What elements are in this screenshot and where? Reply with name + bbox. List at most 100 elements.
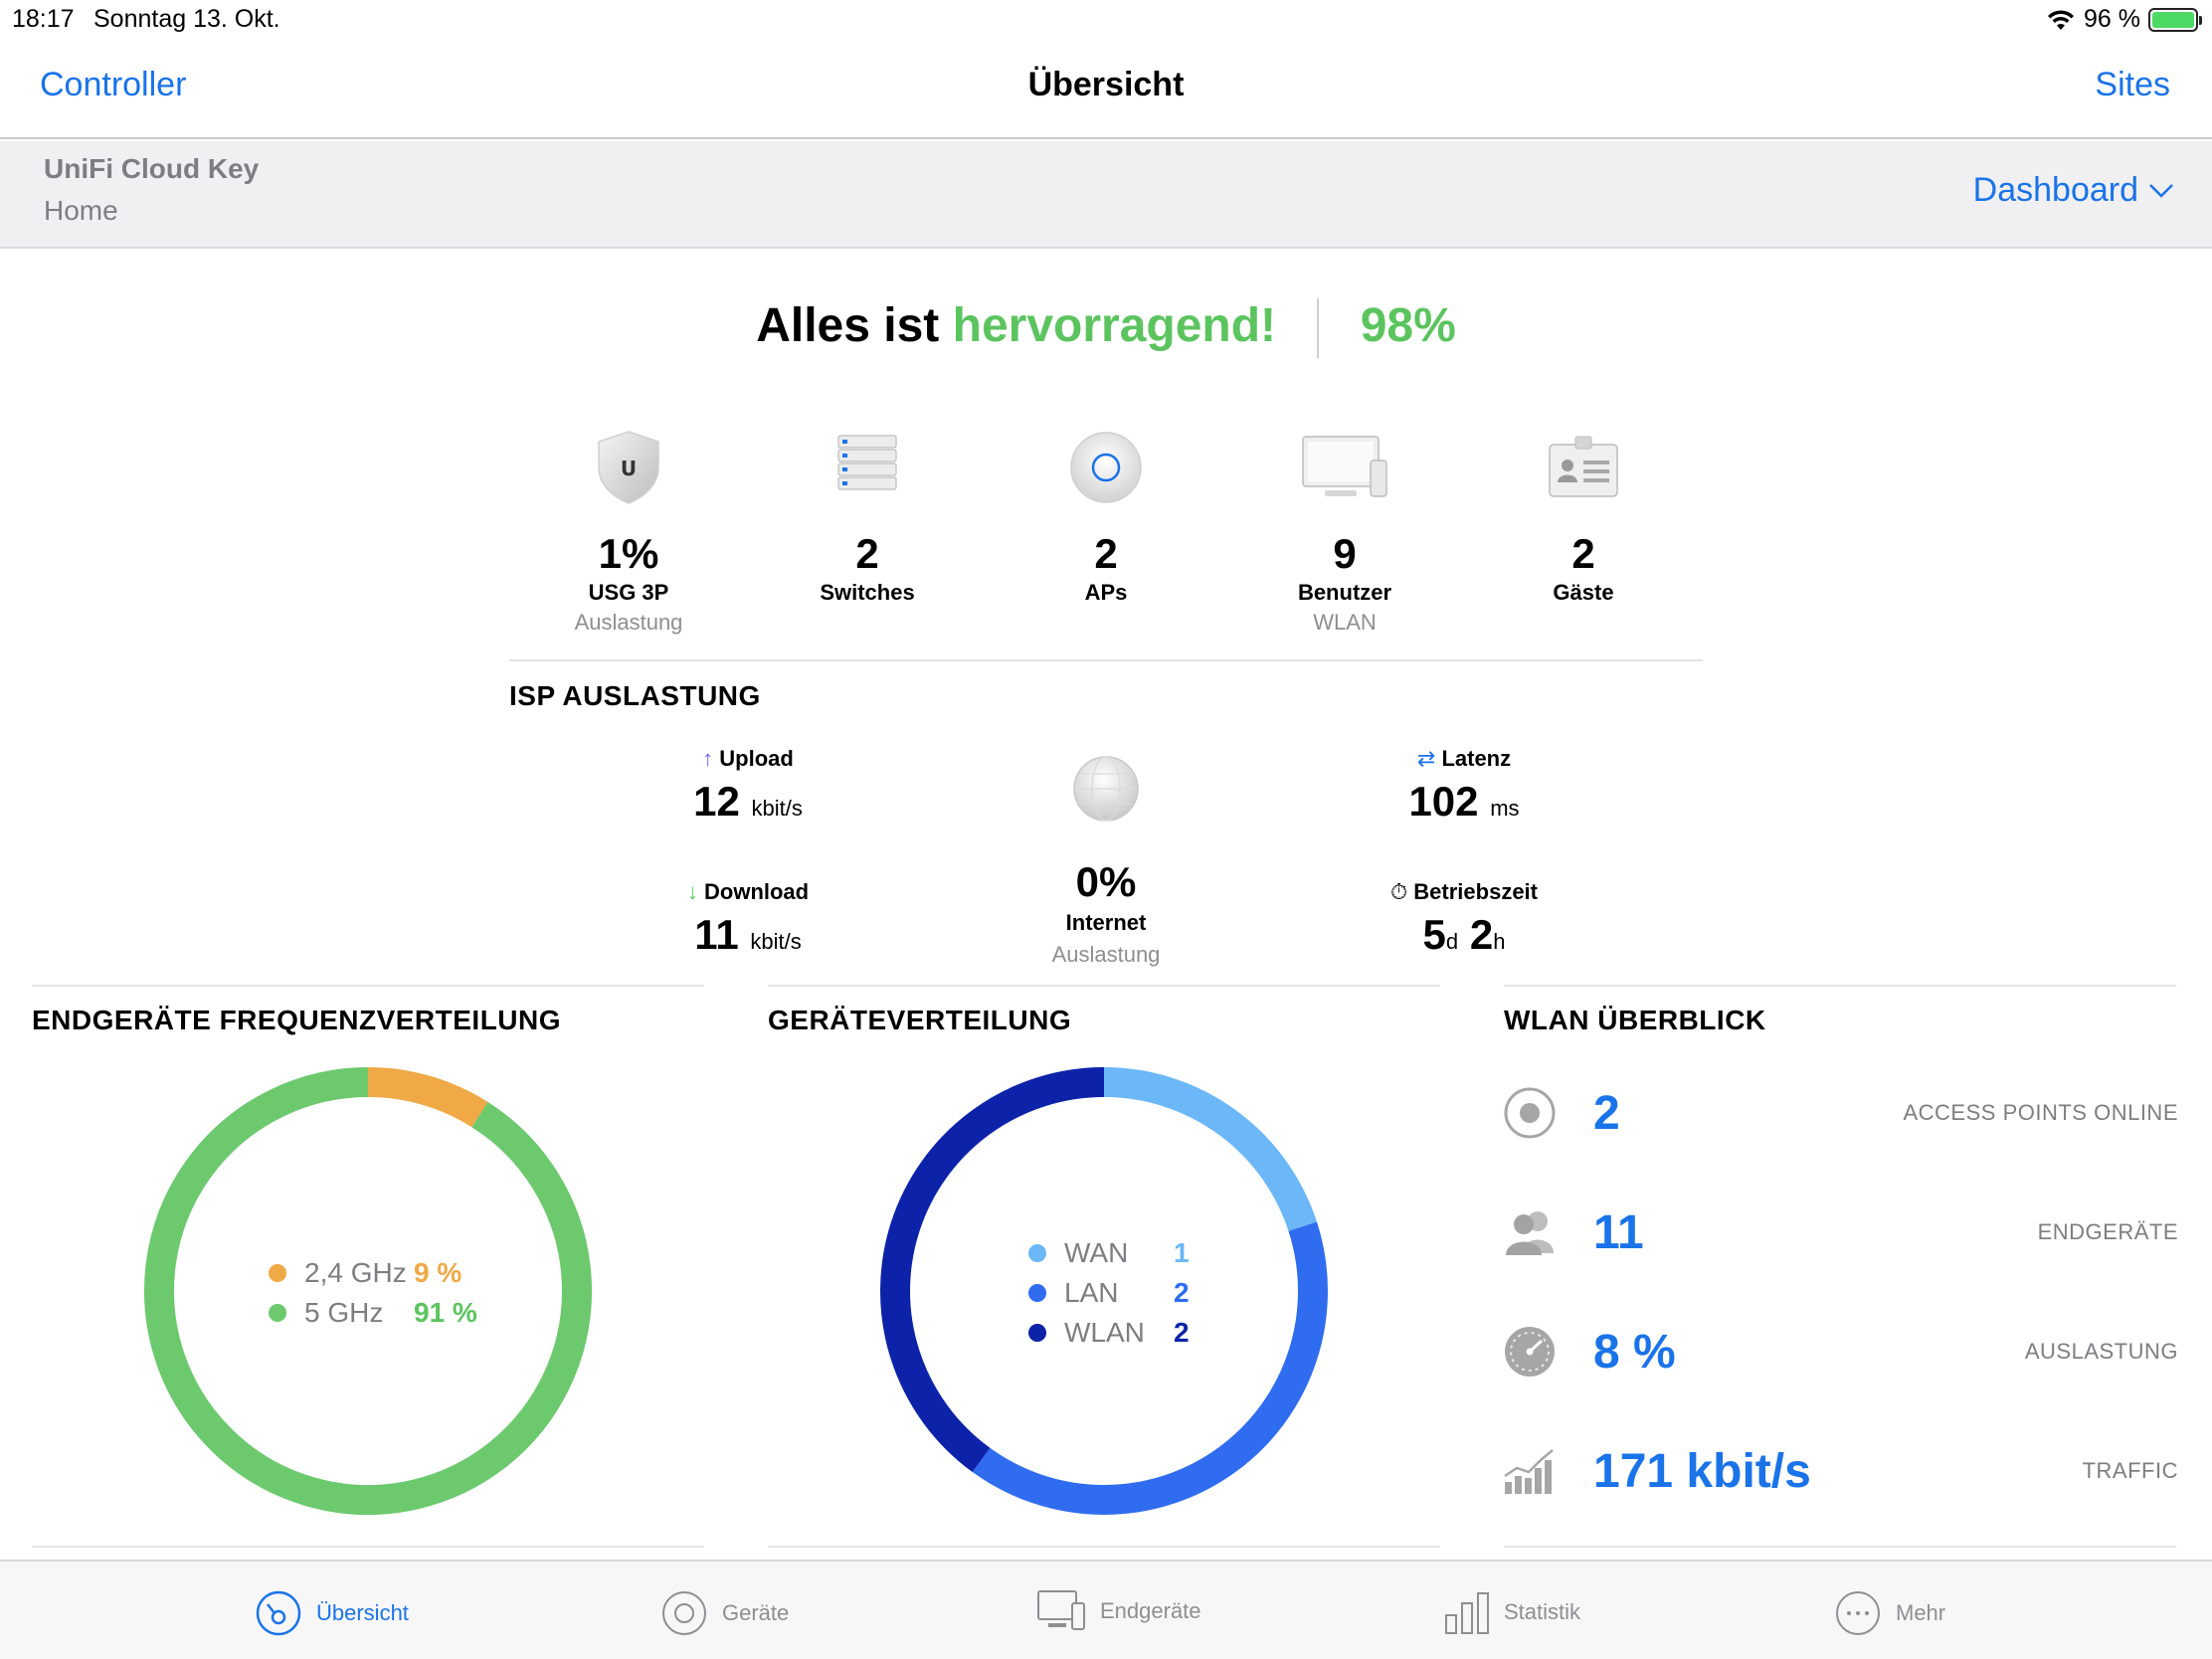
freq-legend: 2,4 GHz 9 % 5 GHz 91 % [269, 1253, 477, 1333]
status-date: Sonntag 13. Okt. [93, 5, 280, 33]
wlan-utilization-value: 8 % [1593, 1325, 1676, 1379]
monitor-icon [1302, 436, 1387, 497]
stat-users[interactable]: 9 Benutzer WLAN [1225, 423, 1464, 636]
status-time: 18:17 [12, 5, 75, 33]
wifi-icon [2048, 9, 2075, 30]
dashboard-icon [256, 1590, 301, 1636]
internet-label: Internet [1065, 910, 1147, 935]
tab-devices[interactable]: Geräte [660, 1589, 789, 1637]
legend-item: 5 GHz 91 % [269, 1293, 477, 1333]
wlan-row-utilization[interactable]: 8 % AUSLASTUNG [1502, 1317, 2178, 1386]
divider [1504, 985, 2176, 987]
legend-item: WLAN 2 [1028, 1313, 1190, 1353]
battery-icon [2148, 7, 2202, 32]
users-label: Benutzer [1297, 580, 1392, 605]
wlan-row-aps[interactable]: 2 ACCESS POINTS ONLINE [1502, 1078, 2178, 1148]
download-value: 11 [694, 911, 739, 958]
legend-name: 2,4 GHz [304, 1257, 407, 1288]
access-point-icon [1070, 432, 1142, 503]
stat-aps[interactable]: 2 APs [987, 423, 1225, 606]
gateway-value: 1% [598, 530, 659, 577]
divider [1504, 1546, 2176, 1548]
latency-unit: ms [1490, 796, 1520, 821]
battery-percent: 96 % [2084, 5, 2140, 33]
divider [768, 985, 1440, 987]
controller-button[interactable]: Controller [40, 66, 187, 103]
globe-icon [1073, 756, 1139, 822]
stopwatch-icon: ⏱ [1389, 879, 1408, 904]
stat-switches[interactable]: 2 Switches [748, 423, 987, 606]
legend-name: LAN [1064, 1277, 1119, 1308]
tab-devices-label: Geräte [722, 1600, 790, 1625]
site-subtitle: Home [44, 195, 118, 226]
stat-guests[interactable]: 2 Gäste [1464, 423, 1703, 606]
upload-unit: kbit/s [751, 796, 803, 821]
uptime-label: Betriebszeit [1413, 879, 1538, 904]
legend-value: 91 % [414, 1297, 477, 1328]
users-icon [1506, 1211, 1554, 1255]
divider [32, 985, 704, 987]
freq-slice-2-4-ghz [367, 1067, 488, 1128]
tab-more[interactable]: Mehr [1834, 1589, 1945, 1637]
arrow-up-icon: ↑ [702, 746, 714, 771]
legend-dot [1028, 1324, 1046, 1342]
legend-dot [1028, 1244, 1046, 1262]
guests-value: 2 [1571, 530, 1595, 577]
uptime-days: 5 [1422, 911, 1446, 958]
legend-value: 2 [1174, 1317, 1190, 1348]
divider [509, 659, 1703, 661]
gateway-sub: Auslastung [574, 610, 683, 635]
isp-latency: ⇄ Latenz 102 ms [1335, 746, 1593, 826]
isp-download: ↓ Download 11 kbit/s [619, 879, 877, 959]
sites-button[interactable]: Sites [2095, 66, 2170, 103]
upload-label: Upload [719, 746, 794, 771]
legend-item: WAN 1 [1028, 1233, 1190, 1273]
tab-clients[interactable]: Endgeräte [1036, 1589, 1201, 1633]
legend-value: 1 [1174, 1237, 1190, 1268]
isp-internet: 0% Internet Auslastung [977, 754, 1235, 968]
navigation-bar: Übersicht Controller Sites [0, 40, 2212, 139]
devdist-legend: WAN 1 LAN 2 WLAN 2 [1028, 1233, 1190, 1353]
tab-clients-label: Endgeräte [1100, 1598, 1201, 1623]
traffic-chart-icon [1504, 1449, 1554, 1494]
shield-icon: U [598, 431, 659, 504]
legend-dot [269, 1304, 286, 1322]
users-sub: WLAN [1313, 610, 1377, 635]
switches-value: 2 [855, 530, 879, 577]
aps-label: APs [1084, 580, 1128, 605]
site-header: UniFi Cloud Key Home Dashboard [0, 141, 2212, 249]
headline-highlight: hervorragend! [952, 299, 1277, 352]
latency-arrows-icon: ⇄ [1416, 746, 1436, 771]
tab-overview[interactable]: Übersicht [255, 1589, 409, 1637]
tab-more-label: Mehr [1896, 1600, 1946, 1625]
legend-dot [269, 1264, 286, 1282]
wlan-row-traffic[interactable]: 171 kbit/s TRAFFIC [1502, 1436, 2178, 1506]
wlan-row-clients[interactable]: 11 ENDGERÄTE [1502, 1198, 2178, 1267]
divider [32, 1546, 704, 1548]
wlan-utilization-label: AUSLASTUNG [2024, 1339, 2178, 1364]
wlan-title: WLAN ÜBERBLICK [1504, 1005, 1766, 1035]
wlan-clients-value: 11 [1593, 1205, 1644, 1259]
upload-value: 12 [693, 778, 740, 825]
isp-title: ISP AUSLASTUNG [509, 680, 761, 711]
internet-value: 0% [1075, 858, 1137, 905]
legend-dot [1028, 1284, 1046, 1302]
wlan-traffic-value: 171 kbit/s [1593, 1444, 1811, 1498]
isp-uptime: ⏱ Betriebszeit 5d 2h [1335, 879, 1593, 959]
wlan-aps-value: 2 [1593, 1086, 1620, 1140]
devdist-slice-wlan [880, 1067, 1105, 1473]
headline-prefix: Alles ist [756, 299, 940, 352]
internet-sub: Auslastung [1051, 942, 1161, 967]
tab-statistics[interactable]: Statistik [1444, 1589, 1580, 1635]
tab-bar: Übersicht Geräte Endgeräte Statistik Meh… [0, 1560, 2212, 1659]
legend-name: 5 GHz [304, 1297, 384, 1328]
guest-badge-icon [1549, 436, 1618, 497]
legend-value: 9 % [414, 1257, 462, 1288]
uptime-d-unit: d [1445, 929, 1459, 954]
stat-gateway[interactable]: U 1% USG 3P Auslastung [509, 423, 748, 636]
switches-label: Switches [820, 580, 915, 605]
freq-donut-chart [144, 1067, 592, 1515]
dashboard-selector[interactable]: Dashboard [1973, 171, 2174, 210]
health-headline: Alles ist hervorragend! 98% [0, 298, 2212, 359]
switch-icon [837, 435, 897, 490]
